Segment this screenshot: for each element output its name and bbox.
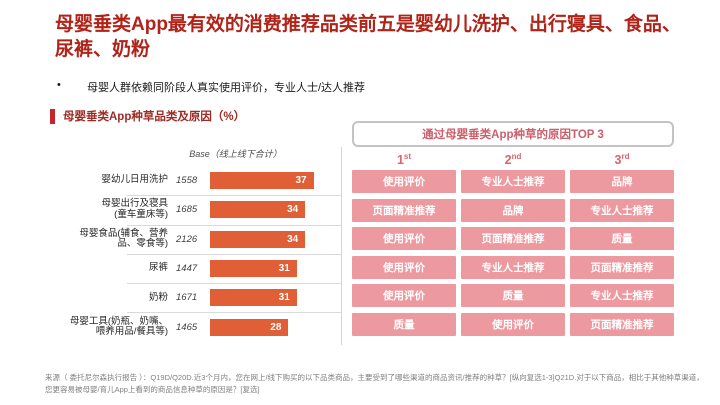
top3-cell: 页面精准推荐: [570, 312, 674, 336]
top3-cell: 页面精准推荐: [570, 255, 674, 279]
top3-cell: 专业人士推荐: [570, 284, 674, 308]
bullet-icon: •: [57, 79, 61, 91]
top3-cell: 使用评价: [352, 170, 456, 194]
base-value: 2126: [176, 233, 198, 245]
rank-header-row: 1st 2nd 3rd: [352, 152, 674, 167]
base-value: 1558: [176, 175, 198, 187]
bar-value-label: 37: [295, 175, 307, 187]
bar: 31: [210, 260, 297, 278]
chart-title: 母婴垂类App种草品类及原因（%）: [63, 111, 246, 123]
top3-cell: 质量: [352, 312, 456, 336]
bar-value-label: 31: [278, 263, 290, 275]
base-value: 1671: [176, 292, 198, 304]
top3-panel: 通过母婴垂类App种草的原因TOP 3 1st 2nd 3rd 使用评价 专业人…: [352, 121, 674, 341]
top3-cell: 专业人士推荐: [461, 255, 565, 279]
top3-cell: 使用评价: [352, 284, 456, 308]
top3-cell: 页面精准推荐: [461, 227, 565, 251]
chart-section-header: 母婴垂类App种草品类及原因（%）: [50, 108, 245, 124]
bar-track: 37: [210, 172, 340, 190]
rank-2nd-label: 2nd: [504, 152, 522, 168]
top3-cell: 使用评价: [461, 312, 565, 336]
top3-cell: 专业人士推荐: [461, 170, 565, 194]
bar-track: 28: [210, 318, 340, 336]
bar-track: 34: [210, 201, 340, 219]
category-label: 母婴食品(辅食、营养 品、零食等): [79, 227, 168, 250]
rank-3rd-label: 3rd: [614, 152, 630, 168]
top3-grid: 使用评价 专业人士推荐 品牌 页面精准推荐 品牌 专业人士推荐 使用评价 页面精…: [352, 170, 674, 336]
chart-right-border: [341, 147, 342, 345]
bar-value-label: 28: [270, 321, 282, 333]
top3-grid-row: 使用评价 专业人士推荐 页面精准推荐: [352, 255, 674, 279]
source-note: 来源（ 委托尼尔森执行报告 ）：Q19D/Q20D.近3个月内，您在网上/线下购…: [45, 373, 704, 394]
bar: 34: [210, 230, 306, 248]
top3-grid-row: 使用评价 页面精准推荐 质量: [352, 227, 674, 251]
chart-row: 母婴工具(奶瓶、奶嘴、 喂养用品/餐具等) 1465 28: [45, 312, 341, 341]
top3-cell: 页面精准推荐: [352, 198, 456, 222]
chart-row: 母婴出行及寝具 (童车童床等) 1685 34: [45, 195, 341, 224]
top3-grid-row: 质量 使用评价 页面精准推荐: [352, 312, 674, 336]
base-value: 1685: [176, 204, 198, 216]
top3-cell: 质量: [461, 284, 565, 308]
bar-value-label: 34: [287, 233, 299, 245]
top3-cell: 专业人士推荐: [570, 198, 674, 222]
top3-cell: 质量: [570, 227, 674, 251]
top3-grid-row: 使用评价 专业人士推荐 品牌: [352, 170, 674, 194]
category-label: 母婴工具(奶瓶、奶嘴、 喂养用品/餐具等): [69, 315, 168, 338]
bar-chart: 婴幼儿日用洗护 1558 37 母婴出行及寝具 (童车童床等) 1685 34 …: [45, 166, 341, 342]
bar: 34: [210, 201, 306, 219]
top3-cell: 使用评价: [352, 255, 456, 279]
category-label: 奶粉: [148, 291, 168, 303]
category-label: 婴幼儿日用洗护: [101, 174, 168, 186]
top3-header-text: 通过母婴垂类App种草的原因TOP 3: [422, 129, 604, 141]
bullet-text: 母婴人群依赖同阶段人真实使用评价，专业人士/达人推荐: [87, 82, 366, 94]
bar: 37: [210, 172, 314, 190]
top3-cell: 品牌: [570, 170, 674, 194]
chart-row: 奶粉 1671 31: [45, 283, 341, 312]
bar: 28: [210, 318, 289, 336]
top3-grid-row: 使用评价 质量 专业人士推荐: [352, 284, 674, 308]
bar-track: 31: [210, 289, 340, 307]
page-title: 母婴垂类App最有效的消费推荐品类前五是婴幼儿洗护、出行寝具、食品、尿裤、奶粉: [55, 14, 681, 61]
bar-track: 31: [210, 260, 340, 278]
red-accent-bar: [50, 108, 55, 124]
rank-1st-label: 1st: [396, 152, 412, 168]
base-label: Base（线上线下合计）: [189, 149, 282, 159]
bar-value-label: 31: [278, 292, 290, 304]
bar: 31: [210, 289, 297, 307]
bar-track: 34: [210, 230, 340, 248]
top3-header-box: 通过母婴垂类App种草的原因TOP 3: [352, 121, 674, 147]
category-label: 尿裤: [148, 262, 168, 274]
top3-grid-row: 页面精准推荐 品牌 专业人士推荐: [352, 198, 674, 222]
chart-row: 尿裤 1447 31: [45, 253, 341, 283]
top3-cell: 品牌: [461, 198, 565, 222]
bullet-item: • 母婴人群依赖同阶段人真实使用评价，专业人士/达人推荐: [57, 79, 657, 95]
chart-row: 婴幼儿日用洗护 1558 37: [45, 166, 341, 195]
base-value: 1447: [176, 263, 198, 275]
top3-cell: 使用评价: [352, 227, 456, 251]
bar-value-label: 34: [287, 204, 299, 216]
base-value: 1465: [176, 321, 198, 333]
category-label: 母婴出行及寝具 (童车童床等): [101, 198, 168, 220]
chart-row: 母婴食品(辅食、营养 品、零食等) 2126 34: [45, 224, 341, 254]
